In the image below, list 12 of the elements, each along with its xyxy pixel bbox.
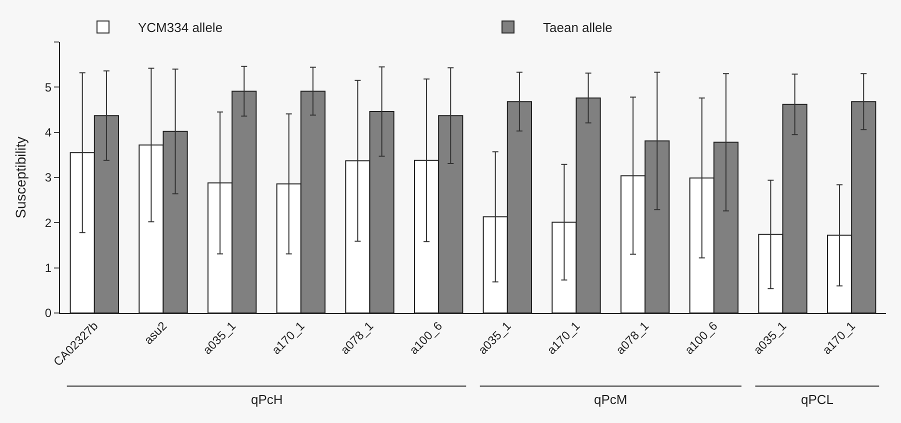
- y-tick-label: 1: [44, 261, 52, 276]
- text: qPCL: [801, 392, 834, 407]
- legend-label: Taean allele: [543, 20, 612, 36]
- y-tick-label: 3: [44, 170, 52, 185]
- legend-label: YCM334 allele: [138, 20, 223, 36]
- y-tick-label: 4: [44, 126, 52, 140]
- y-tick-label: 0: [44, 306, 52, 320]
- text: qPcH: [251, 392, 283, 407]
- text: qPcM: [594, 392, 628, 407]
- y-tick-label: 2: [44, 216, 52, 230]
- y-tick-label: 5: [44, 80, 52, 94]
- y-axis-title: Susceptibility: [12, 136, 29, 218]
